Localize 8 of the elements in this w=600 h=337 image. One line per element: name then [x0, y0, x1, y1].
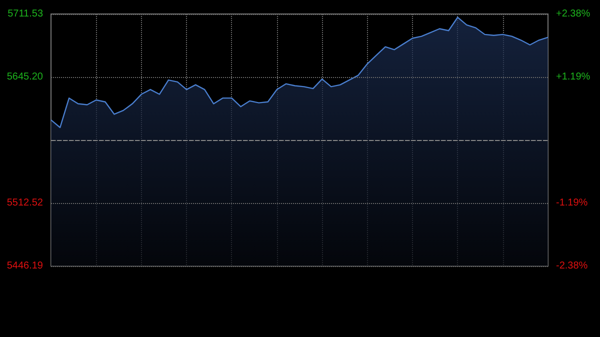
y2-tick-label: +1.19% — [556, 72, 590, 82]
y2-tick-label: -1.19% — [556, 198, 588, 208]
y-tick-label: 5711.53 — [8, 8, 44, 20]
y2-tick-label: -2.38% — [556, 260, 588, 272]
y-tick-label: 5446.19 — [6, 260, 44, 272]
y-tick-label: 5512.52 — [6, 198, 44, 209]
y2-tick-label: +2.38% — [556, 8, 590, 20]
y-tick-label: 5645.20 — [6, 71, 44, 82]
